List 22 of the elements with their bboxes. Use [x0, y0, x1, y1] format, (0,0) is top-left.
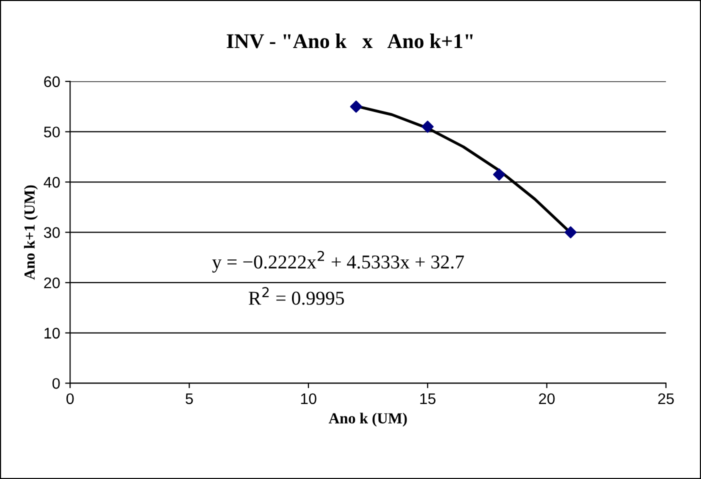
x-tick-label: 25: [658, 393, 674, 404]
y-tick-label: 60: [44, 76, 60, 88]
y-tick-label: 40: [44, 176, 60, 188]
chart-title: INV - "Ano k x Ano k+1": [226, 34, 473, 48]
y-axis-title: Ano k+1 (UM): [24, 185, 38, 280]
x-tick-label: 20: [539, 393, 555, 404]
point: [422, 120, 434, 133]
point: [564, 226, 577, 238]
x-tick-label: 5: [186, 393, 193, 404]
x-tick-label: 15: [420, 393, 436, 404]
y-tick-label: 20: [44, 277, 60, 288]
point: [350, 100, 362, 113]
x-tick-label: 0: [66, 393, 74, 404]
annotation: R$^{2}$ = 0.9995: [248, 287, 344, 305]
x-axis-title: Ano k (UM): [328, 412, 407, 427]
x-tick-label: 10: [301, 393, 316, 404]
point: [493, 168, 506, 181]
y-tick-label: 50: [44, 126, 60, 138]
y-tick-label: 0: [52, 378, 60, 389]
y-tick-label: 10: [44, 328, 60, 339]
annotation: y = −0.2222x$^{2}$ + 4.5333x + 32.7: [212, 250, 464, 273]
y-tick-label: 30: [44, 227, 60, 238]
